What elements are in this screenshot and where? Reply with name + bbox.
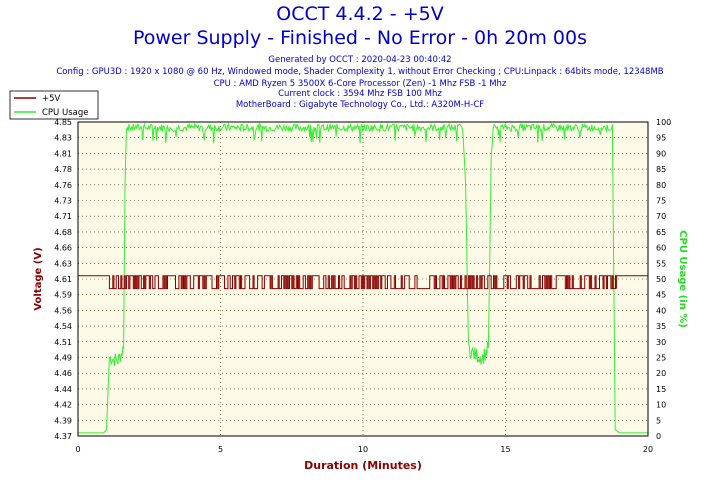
y-right-tick-label: 30	[656, 338, 666, 347]
y-right-tick-label: 5	[656, 416, 661, 425]
y-right-tick-label: 70	[656, 212, 666, 221]
y-left-tick-label: 4.56	[54, 306, 72, 315]
y-left-tick-label: 4.46	[54, 369, 72, 378]
y-right-tick-label: 20	[656, 369, 666, 378]
y-right-tick-label: 40	[656, 306, 666, 315]
y-left-tick-label: 4.39	[54, 416, 72, 425]
y-left-tick-label: 4.59	[54, 291, 72, 300]
y-right-tick-label: 0	[656, 432, 661, 441]
info-clock: Current clock : 3594 Mhz FSB 100 Mhz	[278, 89, 442, 99]
y-right-tick-label: 45	[656, 291, 666, 300]
y-left-tick-label: 4.54	[54, 322, 72, 331]
info-generated: Generated by OCCT : 2020-04-23 00:40:42	[268, 55, 452, 65]
legend: +5V CPU Usage	[9, 90, 99, 120]
series-line-cpu-usage	[78, 122, 648, 434]
chart-subtitle: Power Supply - Finished - No Error - 0h …	[132, 27, 588, 49]
x-tick-label: 5	[218, 445, 223, 454]
y-right-tick-label: 80	[656, 181, 666, 190]
chart-title: OCCT 4.4.2 - +5V	[276, 3, 444, 25]
y-right-tick-label: 35	[656, 322, 666, 331]
y-left-axis-label: Voltage (V)	[33, 247, 44, 310]
y-left-tick-label: 4.49	[54, 354, 72, 363]
x-axis-label: Duration (Minutes)	[304, 459, 422, 472]
y-right-axis-label: CPU Usage (in %)	[677, 230, 688, 328]
y-left-tick-label: 4.44	[54, 385, 72, 394]
y-right-tick-label: 55	[656, 259, 666, 268]
x-tick-label: 10	[358, 445, 368, 454]
y-left-tick-label: 4.71	[54, 212, 72, 221]
info-motherboard: MotherBoard : Gigabyte Technology Co., L…	[235, 100, 485, 110]
y-left-tick-label: 4.42	[54, 401, 72, 410]
series-line-voltage	[78, 275, 648, 290]
info-config: Config : GPU3D : 1920 x 1080 @ 60 Hz, Wi…	[56, 67, 664, 77]
y-right-tick-label: 90	[656, 149, 666, 158]
info-cpu: CPU : AMD Ryzen 5 3500X 6-Core Processor…	[213, 79, 507, 89]
y-right-tick-label: 85	[656, 165, 666, 174]
y-left-tick-label: 4.66	[54, 244, 72, 253]
x-tick-label: 15	[500, 445, 510, 454]
x-tick-label: 0	[75, 445, 80, 454]
y-left-tick-label: 4.51	[54, 338, 72, 347]
y-left-tick-label: 4.81	[54, 149, 72, 158]
y-right-tick-label: 25	[656, 354, 666, 363]
y-left-tick-label: 4.73	[54, 197, 72, 206]
y-right-tick-label: 10	[656, 401, 666, 410]
legend-label-voltage: +5V	[42, 94, 61, 104]
y-right-tick-label: 50	[656, 275, 666, 284]
y-left-tick-label: 4.83	[54, 134, 72, 143]
y-right-tick-label: 75	[656, 197, 666, 206]
legend-label-cpu-usage: CPU Usage	[42, 108, 88, 118]
y-right-tick-label: 95	[656, 134, 666, 143]
y-right-tick-label: 15	[656, 385, 666, 394]
legend-box	[9, 90, 99, 120]
y-left-tick-label: 4.76	[54, 181, 72, 190]
y-right-tick-label: 65	[656, 228, 666, 237]
y-right-tick-label: 100	[656, 118, 671, 127]
x-tick-label: 20	[643, 445, 653, 454]
y-left-tick-label: 4.63	[54, 259, 72, 268]
y-right-tick-label: 60	[656, 244, 666, 253]
y-left-tick-label: 4.61	[54, 275, 72, 284]
y-left-tick-label: 4.68	[54, 228, 72, 237]
y-left-tick-label: 4.78	[54, 165, 72, 174]
y-left-tick-label: 4.37	[54, 432, 72, 441]
plot-border	[77, 121, 649, 437]
y-left-tick-label: 4.85	[54, 118, 72, 127]
